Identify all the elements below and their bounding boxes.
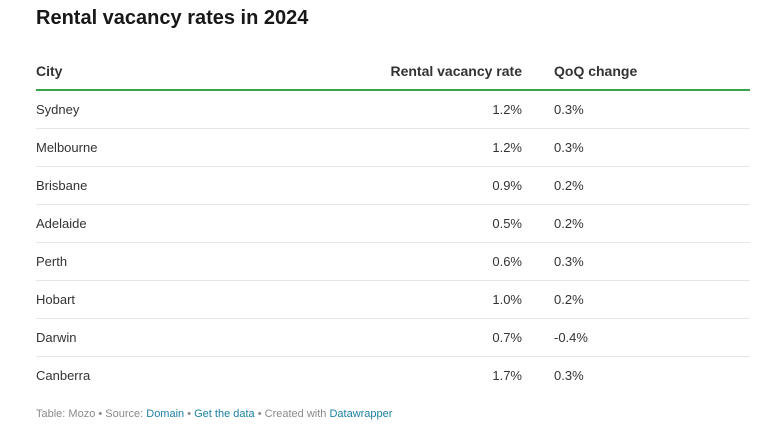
get-the-data-link[interactable]: Get the data bbox=[194, 408, 255, 420]
qoq-cell: 0.3% bbox=[522, 128, 750, 167]
header-row: City Rental vacancy rate QoQ change bbox=[36, 53, 750, 91]
chart-footer: Table: Mozo • Source: Domain • Get the d… bbox=[36, 408, 392, 420]
city-cell: Melbourne bbox=[36, 128, 316, 167]
footer-separator: • bbox=[95, 408, 106, 420]
rate-cell: 0.9% bbox=[316, 166, 522, 205]
table-row: Canberra 1.7% 0.3% bbox=[36, 357, 750, 395]
table-row: Melbourne 1.2% 0.3% bbox=[36, 128, 750, 167]
qoq-cell: 0.2% bbox=[522, 166, 750, 205]
chart-title: Rental vacancy rates in 2024 bbox=[36, 7, 309, 29]
source-link[interactable]: Domain bbox=[146, 408, 185, 420]
rate-cell: 0.6% bbox=[316, 242, 522, 281]
table-row: Darwin 0.7% -0.4% bbox=[36, 318, 750, 357]
header-rental-vacancy-rate: Rental vacancy rate bbox=[316, 53, 522, 91]
table-row: Sydney 1.2% 0.3% bbox=[36, 90, 750, 129]
city-cell: Darwin bbox=[36, 318, 316, 357]
datawrapper-link[interactable]: Datawrapper bbox=[329, 408, 393, 420]
header-city: City bbox=[36, 53, 316, 91]
table-credit: Table: Mozo bbox=[36, 408, 96, 420]
city-cell: Perth bbox=[36, 242, 316, 281]
table-row: Adelaide 0.5% 0.2% bbox=[36, 204, 750, 243]
qoq-cell: -0.4% bbox=[522, 318, 750, 357]
rate-cell: 1.7% bbox=[492, 368, 522, 383]
rate-cell: 1.2% bbox=[316, 128, 522, 167]
header-qoq-change: QoQ change bbox=[522, 53, 750, 91]
table-row: Brisbane 0.9% 0.2% bbox=[36, 166, 750, 205]
qoq-cell: 0.2% bbox=[522, 280, 750, 319]
table-container: Rental vacancy rates in 2024 City Rental… bbox=[36, 0, 750, 394]
city-cell: Brisbane bbox=[36, 166, 316, 205]
qoq-cell: 0.3% bbox=[522, 242, 750, 281]
city-cell: Canberra bbox=[36, 368, 91, 383]
city-cell: Sydney bbox=[36, 90, 316, 129]
rate-cell: 0.7% bbox=[316, 318, 522, 357]
created-with-label: Created with bbox=[264, 408, 330, 420]
source-label: Source: bbox=[105, 408, 147, 420]
rate-cell: 0.5% bbox=[316, 204, 522, 243]
table-row: Perth 0.6% 0.3% bbox=[36, 242, 750, 281]
city-cell: Adelaide bbox=[36, 204, 316, 243]
qoq-cell: 0.2% bbox=[522, 204, 750, 243]
rate-cell: 1.2% bbox=[316, 90, 522, 129]
qoq-cell: 0.3% bbox=[522, 90, 750, 129]
city-cell: Hobart bbox=[36, 280, 316, 319]
vacancy-table: City Rental vacancy rate QoQ change Sydn… bbox=[36, 53, 750, 394]
table-row: Hobart 1.0% 0.2% bbox=[36, 280, 750, 319]
rate-cell: 1.0% bbox=[316, 280, 522, 319]
footer-separator: • bbox=[184, 408, 195, 420]
footer-separator: • bbox=[254, 408, 265, 420]
qoq-cell: 0.3% bbox=[554, 368, 584, 383]
